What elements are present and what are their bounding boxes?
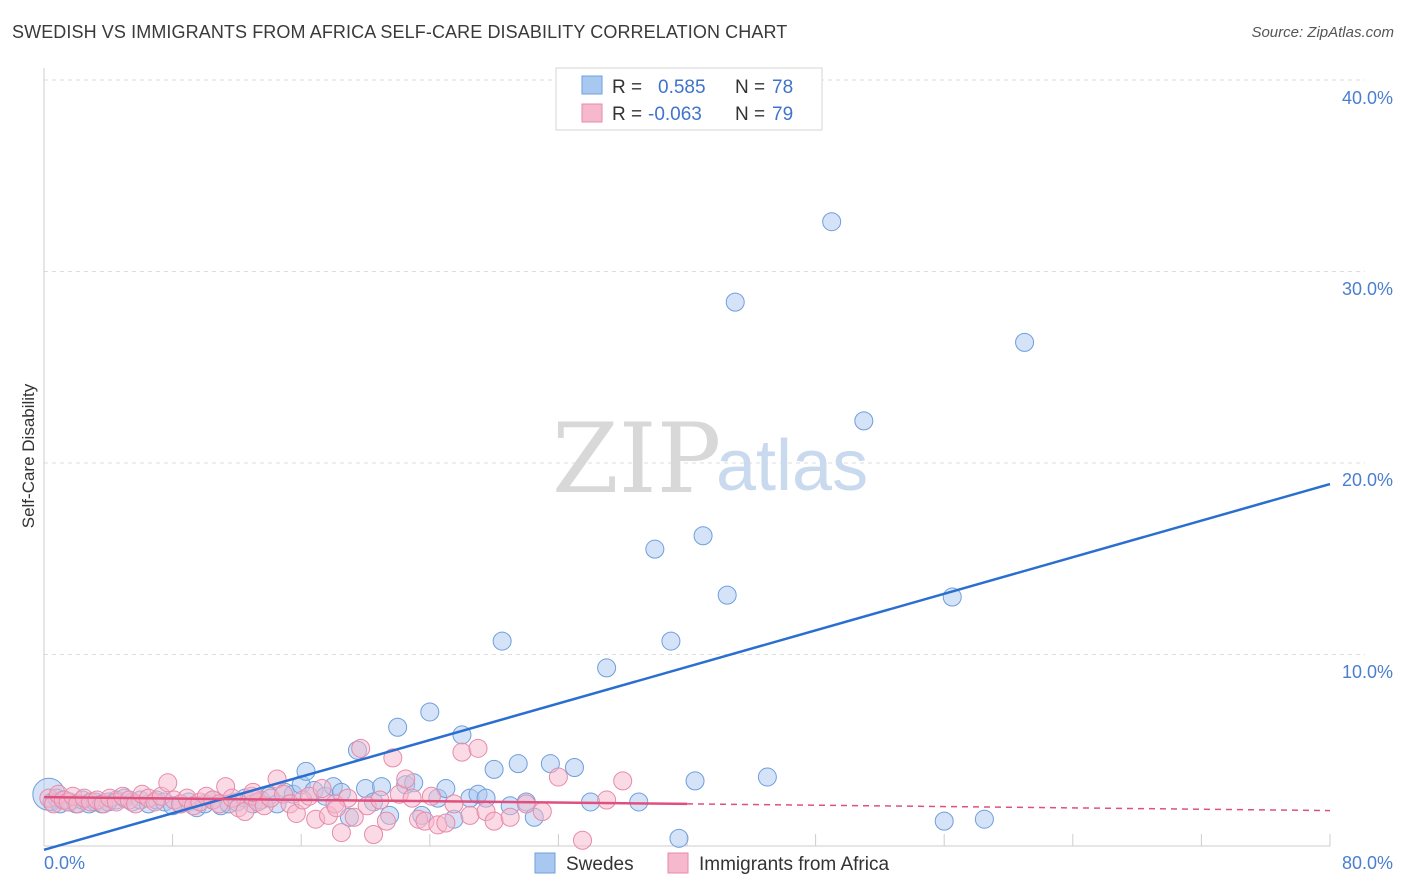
swedes-point [492, 631, 512, 651]
africa-point [158, 773, 178, 793]
africa-point [468, 738, 488, 758]
x-tick-label-80: 80.0% [1342, 853, 1393, 873]
grid-lines [44, 79, 1365, 655]
swedes-point [693, 526, 713, 546]
africa-point [312, 779, 332, 799]
swedes-point [669, 828, 689, 848]
swedes-point [974, 809, 994, 829]
africa-point [383, 748, 403, 768]
africa-point [460, 805, 480, 825]
legend-n-value-africa: 79 [772, 104, 793, 125]
trend-lines [43, 482, 1331, 852]
swedes-point [661, 631, 681, 651]
y-tick-label-40: 40.0% [1342, 88, 1393, 108]
legend-r-label: R = [612, 77, 642, 98]
africa-point [452, 742, 472, 762]
swedes-point [854, 411, 874, 431]
swedes-point [1015, 332, 1035, 352]
africa-point [444, 794, 464, 814]
x-axis-ticks [43, 834, 1331, 846]
africa-point [500, 807, 520, 827]
africa-point [351, 738, 371, 758]
y-tick-label-30: 30.0% [1342, 279, 1393, 299]
correlation-legend: R = 0.585 N = 78 R = -0.063 N = 79 [555, 67, 823, 131]
series-legend-label-swedes: Swedes [566, 854, 634, 875]
chart-title: SWEDISH VS IMMIGRANTS FROM AFRICA SELF-C… [12, 22, 788, 42]
africa-point [364, 825, 384, 845]
africa-point [327, 798, 347, 818]
africa-point [597, 790, 617, 810]
watermark-zip: ZIP [552, 403, 721, 515]
y-tick-label-10: 10.0% [1342, 662, 1393, 682]
legend-n-value-swedes: 78 [772, 77, 793, 98]
swedes-point [420, 702, 440, 722]
africa-point [484, 811, 504, 831]
swedes-point [388, 717, 408, 737]
africa-trend-line [43, 795, 688, 806]
swedes-trend-line [43, 482, 1331, 852]
africa-point [516, 794, 536, 814]
swedes-point [597, 658, 617, 678]
legend-r-value-swedes: 0.585 [658, 77, 706, 98]
x-tick-label-0: 0.0% [44, 853, 85, 873]
swedes-point [564, 757, 584, 777]
legend-swatch-africa [581, 103, 603, 123]
africa-point [344, 807, 364, 827]
legend-n-label: N = [735, 77, 765, 98]
scatter-points [32, 212, 1035, 850]
legend-swatch-swedes [581, 75, 603, 95]
swedes-point [508, 754, 528, 774]
swedes-point [484, 759, 504, 779]
swedes-point [725, 292, 745, 312]
swedes-point [629, 792, 649, 812]
chart-source: Source: ZipAtlas.com [1251, 24, 1394, 41]
africa-point [436, 813, 456, 833]
africa-point [548, 767, 568, 787]
watermark-atlas: atlas [716, 426, 868, 506]
swedes-point [717, 585, 737, 605]
series-legend-swatch-africa [667, 852, 689, 874]
swedes-point [822, 212, 842, 232]
africa-point [396, 769, 416, 789]
africa-point [573, 830, 593, 850]
legend-n-label: N = [735, 104, 765, 125]
legend-r-value-africa: -0.063 [648, 104, 702, 125]
swedes-point [685, 771, 705, 791]
y-axis-label: Self-Care Disability [19, 383, 38, 528]
series-legend-label-africa: Immigrants from Africa [699, 854, 889, 875]
series-legend-swatch-swedes [534, 852, 556, 874]
africa-trend-line-extension [686, 803, 1331, 812]
swedes-point [934, 811, 954, 831]
africa-point [331, 823, 351, 843]
africa-point [376, 811, 396, 831]
swedes-point [645, 539, 665, 559]
swedes-point [757, 767, 777, 787]
africa-point [402, 788, 422, 808]
series-legend: Swedes Immigrants from Africa [534, 852, 889, 875]
legend-r-label: R = [612, 104, 642, 125]
africa-point [532, 802, 552, 822]
y-tick-label-20: 20.0% [1342, 470, 1393, 490]
africa-point [613, 771, 633, 791]
